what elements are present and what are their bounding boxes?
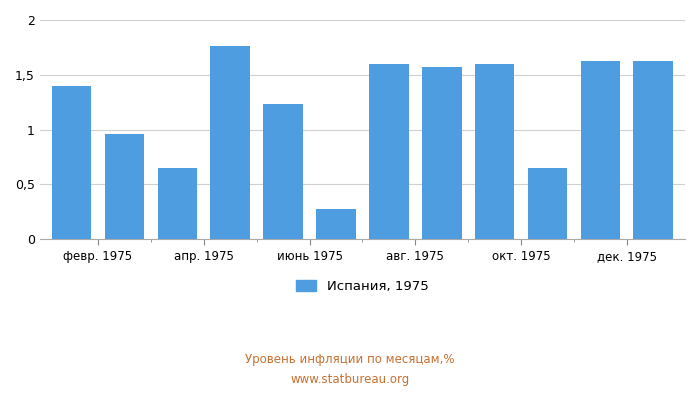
Text: www.statbureau.org: www.statbureau.org [290, 374, 410, 386]
Text: Уровень инфляции по месяцам,%: Уровень инфляции по месяцам,% [245, 354, 455, 366]
Bar [211, 46, 250, 239]
Bar [158, 168, 197, 239]
Bar [369, 64, 409, 239]
Bar [52, 86, 92, 239]
Bar [528, 168, 567, 239]
Bar [634, 60, 673, 239]
Bar [316, 208, 356, 239]
Legend: Испания, 1975: Испания, 1975 [291, 274, 434, 298]
Bar [475, 64, 514, 239]
Bar [263, 104, 303, 239]
Bar [104, 134, 144, 239]
Bar [422, 67, 461, 239]
Bar [580, 60, 620, 239]
